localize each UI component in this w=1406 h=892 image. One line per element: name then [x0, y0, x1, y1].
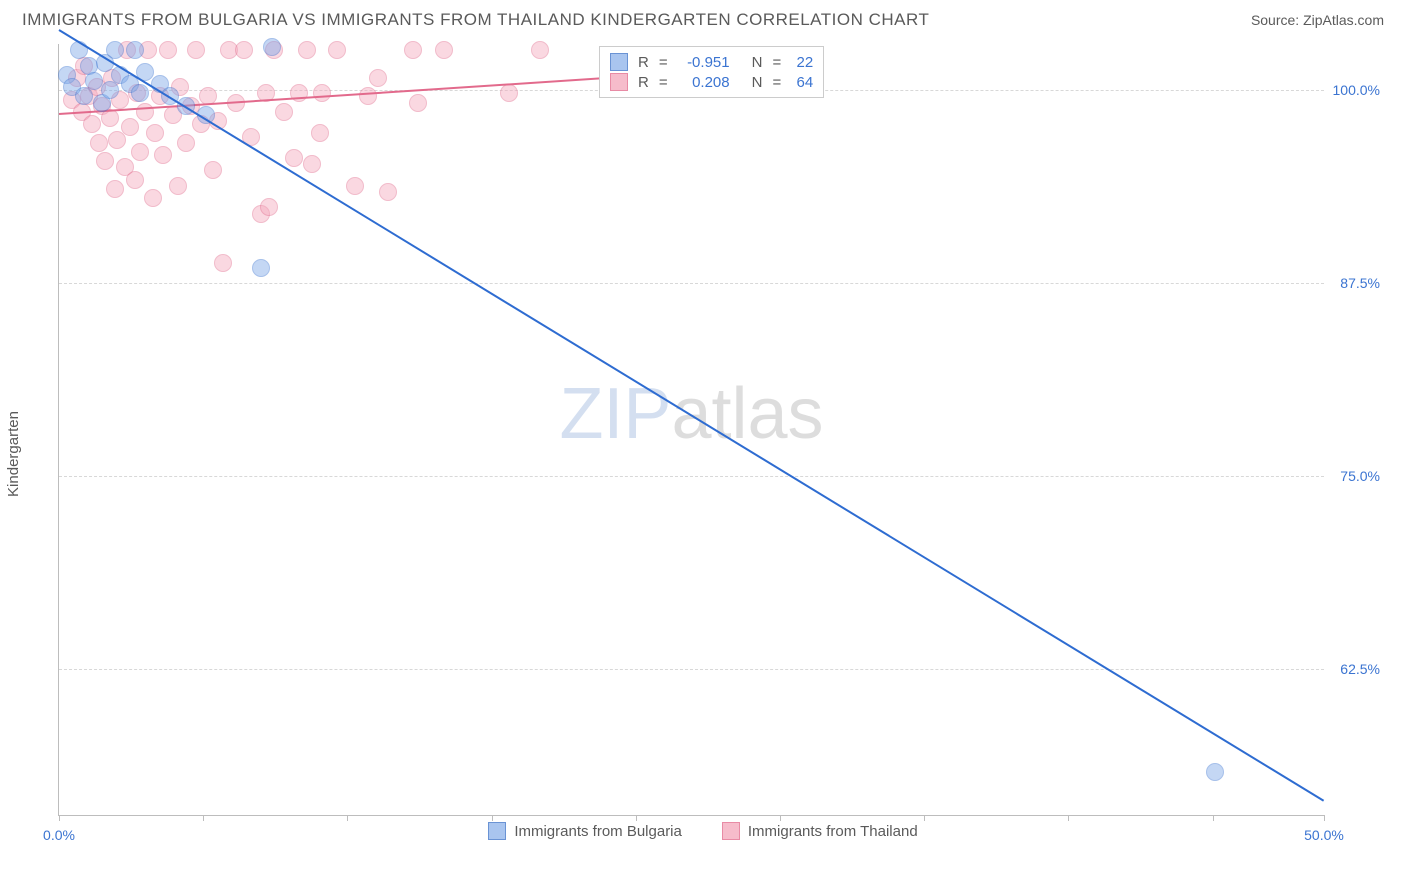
data-point-thailand: [96, 152, 114, 170]
gridline-h: [59, 283, 1324, 284]
legend-label-thailand: Immigrants from Thailand: [748, 823, 918, 840]
legend-item-bulgaria: Immigrants from Bulgaria: [488, 822, 682, 840]
y-tick-label: 87.5%: [1340, 275, 1380, 291]
data-point-thailand: [311, 124, 329, 142]
swatch-thailand-icon: [610, 73, 628, 91]
swatch-bulgaria-icon: [610, 53, 628, 71]
data-point-thailand: [369, 69, 387, 87]
watermark-part1: ZIP: [559, 374, 671, 454]
data-point-thailand: [159, 41, 177, 59]
data-point-thailand: [379, 183, 397, 201]
data-point-bulgaria: [252, 259, 270, 277]
data-point-thailand: [285, 149, 303, 167]
swatch-thailand-icon: [722, 822, 740, 840]
data-point-bulgaria: [75, 87, 93, 105]
plot-area: ZIPatlas 62.5%75.0%87.5%100.0%0.0%50.0%R…: [58, 44, 1324, 816]
data-point-thailand: [121, 118, 139, 136]
equals-label: =: [772, 74, 781, 91]
legend-item-thailand: Immigrants from Thailand: [722, 822, 918, 840]
x-tick-mark: [492, 815, 493, 821]
chart-title: IMMIGRANTS FROM BULGARIA VS IMMIGRANTS F…: [22, 10, 929, 30]
x-tick-mark: [924, 815, 925, 821]
n-label: N: [752, 54, 763, 71]
legend-label-bulgaria: Immigrants from Bulgaria: [514, 823, 682, 840]
correlation-legend: R = -0.951 N = 22 R = 0.208 N = 64: [599, 46, 824, 98]
n-label: N: [752, 74, 763, 91]
data-point-bulgaria: [131, 84, 149, 102]
n-value-thailand: 64: [787, 74, 813, 91]
equals-label: =: [772, 54, 781, 71]
data-point-thailand: [169, 177, 187, 195]
r-value-bulgaria: -0.951: [674, 54, 730, 71]
correlation-row-thailand: R = 0.208 N = 64: [610, 73, 813, 91]
data-point-thailand: [290, 84, 308, 102]
x-tick-mark: [347, 815, 348, 821]
data-point-thailand: [359, 87, 377, 105]
data-point-thailand: [298, 41, 316, 59]
y-tick-label: 75.0%: [1340, 468, 1380, 484]
data-point-bulgaria: [126, 41, 144, 59]
correlation-row-bulgaria: R = -0.951 N = 22: [610, 53, 813, 71]
x-tick-mark: [636, 815, 637, 821]
data-point-thailand: [260, 198, 278, 216]
y-tick-label: 100.0%: [1333, 82, 1380, 98]
data-point-thailand: [214, 254, 232, 272]
data-point-thailand: [126, 171, 144, 189]
x-tick-mark: [780, 815, 781, 821]
n-value-bulgaria: 22: [787, 54, 813, 71]
data-point-thailand: [346, 177, 364, 195]
watermark-part2: atlas: [671, 374, 823, 454]
data-point-thailand: [409, 94, 427, 112]
data-point-thailand: [154, 146, 172, 164]
data-point-thailand: [531, 41, 549, 59]
data-point-thailand: [404, 41, 422, 59]
r-value-thailand: 0.208: [674, 74, 730, 91]
r-label: R: [638, 74, 649, 91]
data-point-thailand: [136, 103, 154, 121]
equals-label: =: [659, 74, 668, 91]
x-tick-mark: [1324, 815, 1325, 821]
data-point-bulgaria: [1206, 763, 1224, 781]
data-point-thailand: [177, 134, 195, 152]
data-point-bulgaria: [263, 38, 281, 56]
data-point-thailand: [90, 134, 108, 152]
r-label: R: [638, 54, 649, 71]
x-tick-mark: [203, 815, 204, 821]
data-point-thailand: [235, 41, 253, 59]
data-point-bulgaria: [101, 81, 119, 99]
data-point-thailand: [204, 161, 222, 179]
data-point-thailand: [83, 115, 101, 133]
data-point-thailand: [131, 143, 149, 161]
y-axis-label: Kindergarten: [5, 411, 22, 497]
data-point-thailand: [328, 41, 346, 59]
chart-header: IMMIGRANTS FROM BULGARIA VS IMMIGRANTS F…: [0, 0, 1406, 34]
data-point-thailand: [106, 180, 124, 198]
data-point-thailand: [187, 41, 205, 59]
data-point-thailand: [500, 84, 518, 102]
source-attribution: Source: ZipAtlas.com: [1251, 12, 1384, 28]
gridline-h: [59, 669, 1324, 670]
data-point-thailand: [144, 189, 162, 207]
trend-line-bulgaria: [58, 29, 1324, 802]
data-point-thailand: [435, 41, 453, 59]
data-point-thailand: [313, 84, 331, 102]
data-point-thailand: [146, 124, 164, 142]
data-point-bulgaria: [106, 41, 124, 59]
gridline-h: [59, 476, 1324, 477]
chart-wrapper: Kindergarten ZIPatlas 62.5%75.0%87.5%100…: [22, 44, 1384, 846]
y-axis-label-wrap: Kindergarten: [5, 411, 23, 497]
y-tick-label: 62.5%: [1340, 661, 1380, 677]
equals-label: =: [659, 54, 668, 71]
legend-bottom: Immigrants from Bulgaria Immigrants from…: [22, 822, 1384, 840]
x-tick-mark: [1068, 815, 1069, 821]
data-point-thailand: [303, 155, 321, 173]
x-tick-mark: [1213, 815, 1214, 821]
x-tick-mark: [59, 815, 60, 821]
data-point-thailand: [275, 103, 293, 121]
swatch-bulgaria-icon: [488, 822, 506, 840]
